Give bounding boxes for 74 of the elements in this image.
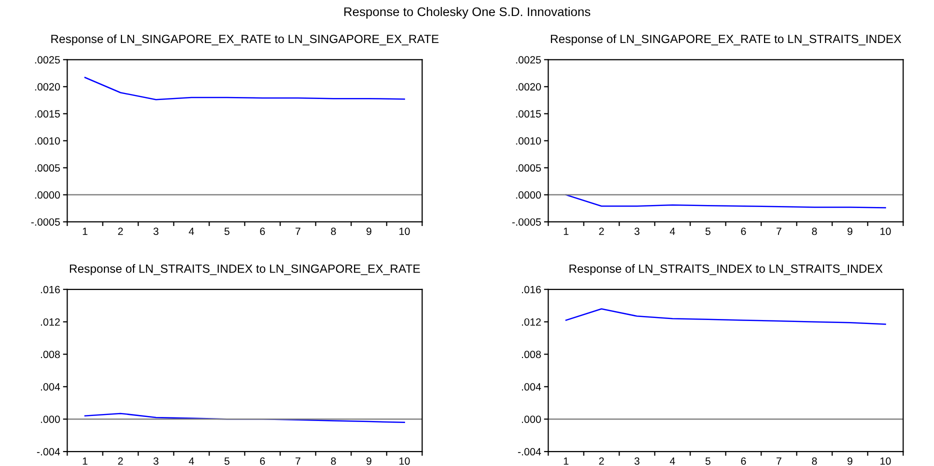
x-tick-label: 6 xyxy=(260,228,265,236)
x-tick-label: 10 xyxy=(880,457,891,465)
x-tick-label: 10 xyxy=(399,228,410,236)
y-tick-label: .0000 xyxy=(516,191,541,199)
y-tick-label: .0000 xyxy=(35,191,60,199)
x-tick-label: 2 xyxy=(599,457,604,465)
x-tick-label: 3 xyxy=(153,457,158,465)
x-tick-label: 9 xyxy=(366,457,372,465)
y-tick-label: .012 xyxy=(522,318,541,326)
x-tick-label: 4 xyxy=(670,228,676,235)
y-tick-label: .0010 xyxy=(35,137,60,145)
chart-title: Response of LN_STRAITS_INDEX to LN_STRAITS_INDEX xyxy=(570,264,883,276)
x-tick-label: 1 xyxy=(82,457,88,465)
x-tick-label: 10 xyxy=(880,228,891,236)
y-tick-label: .0015 xyxy=(516,110,541,118)
x-tick-label: 9 xyxy=(848,457,852,465)
y-tick-label: -.004 xyxy=(518,448,542,456)
y-tick-label: -.0005 xyxy=(31,218,60,226)
x-tick-label: 7 xyxy=(296,228,300,235)
line-series xyxy=(84,76,406,100)
x-tick-label: 1 xyxy=(564,457,568,465)
y-tick-label: .0025 xyxy=(516,56,541,64)
x-tick-label: 6 xyxy=(260,457,265,465)
x-tick-label: 7 xyxy=(776,457,782,465)
x-tick-label: 9 xyxy=(366,228,372,236)
x-tick-label: 5 xyxy=(705,228,710,236)
x-tick-label: 9 xyxy=(848,228,852,236)
x-tick-label: 1 xyxy=(564,228,568,235)
y-tick-label: .016 xyxy=(40,286,60,294)
chart-title: Response of LN_SINGAPORE_EX_RATE to LN_SINGAPORE_EX_RATE xyxy=(51,34,439,46)
chart-title: Response of LN_STRAITS_INDEX to LN_SINGAPORE_EX_RATE xyxy=(70,264,420,276)
x-tick-label: 5 xyxy=(224,228,230,236)
y-tick-label: .0020 xyxy=(516,83,541,91)
line-series xyxy=(565,308,886,325)
y-tick-label: .016 xyxy=(522,286,541,294)
y-tick-label: .0005 xyxy=(516,164,541,172)
x-tick-label: 5 xyxy=(705,457,710,465)
y-tick-label: .0015 xyxy=(35,110,60,118)
y-tick-label: .000 xyxy=(40,416,60,423)
x-tick-label: 4 xyxy=(188,228,194,235)
x-tick-label: 4 xyxy=(188,457,194,465)
x-tick-label: 8 xyxy=(330,228,336,236)
x-tick-label: 8 xyxy=(330,457,336,465)
x-tick-label: 10 xyxy=(399,457,410,465)
y-tick-label: .008 xyxy=(40,350,60,358)
x-tick-label: 2 xyxy=(599,228,604,235)
y-tick-label: .0025 xyxy=(35,56,60,64)
x-tick-label: 5 xyxy=(224,457,230,465)
x-tick-label: 3 xyxy=(634,228,640,236)
x-tick-label: 7 xyxy=(296,457,300,465)
x-tick-label: 8 xyxy=(812,457,817,465)
x-tick-label: 6 xyxy=(741,457,746,465)
y-tick-label: .004 xyxy=(522,383,542,391)
x-tick-label: 8 xyxy=(812,228,817,236)
y-tick-label: .0020 xyxy=(35,83,60,91)
y-tick-label: -.0005 xyxy=(512,218,541,226)
y-tick-label: .000 xyxy=(522,416,541,423)
x-tick-label: 6 xyxy=(741,228,746,236)
y-tick-label: .012 xyxy=(40,318,60,326)
x-tick-label: 7 xyxy=(776,228,782,235)
x-tick-label: 3 xyxy=(153,228,158,236)
x-tick-label: 3 xyxy=(634,457,640,465)
y-tick-label: -.004 xyxy=(37,448,60,456)
x-tick-label: 2 xyxy=(118,228,123,235)
text: Response to Cholesky One S.D. Innovations xyxy=(344,6,590,19)
x-tick-label: 4 xyxy=(670,457,676,465)
chart-title: Response of LN_SINGAPORE_EX_RATE to LN_STRAITS_INDEX xyxy=(550,34,902,46)
y-tick-label: .0005 xyxy=(35,164,60,172)
y-tick-label: .004 xyxy=(40,383,60,391)
y-tick-label: .0010 xyxy=(516,137,541,145)
x-tick-label: 1 xyxy=(82,228,88,235)
line-series xyxy=(565,194,886,208)
y-tick-label: .008 xyxy=(522,350,541,358)
x-tick-label: 2 xyxy=(118,457,123,465)
